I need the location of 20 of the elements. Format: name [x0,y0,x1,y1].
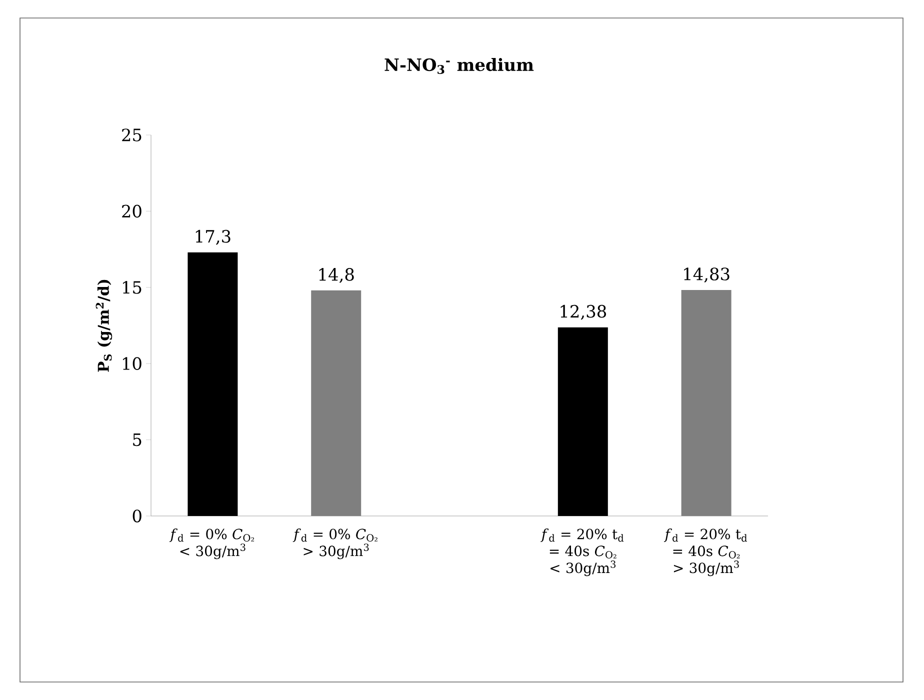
bar [188,252,238,516]
y-axis-title: P$_{S}$ (g/m$^{2}$/d) [96,280,112,372]
y-tick-label: 10 [123,357,142,370]
y-tick-label: 25 [122,128,142,142]
data-label: 12,38 [560,304,606,320]
data-label: 17,3 [196,230,230,245]
chart-title: N-NO$_{3}$$^{-}$ medium [384,58,534,74]
y-tick-label: 0 [132,510,142,522]
y-tick-label: 5 [133,433,142,446]
y-tick-label: 20 [122,204,142,218]
data-label: 14,83 [684,268,730,282]
x-tick-label: f$_{d}$ = 0% C$_{O₂}$ > 30g/m$^{3}$ [292,528,378,560]
y-tick-label: 15 [123,280,142,294]
category-label: f$_{d}$ = 20% t$_{d}$ = 40s C$_{O₂}$ > 30g/m$^{3}$ [664,528,748,576]
bar [558,327,608,516]
category-label: f$_{d}$ = 20% t$_{d}$ = 40s C$_{O₂}$ < 30g/m$^{3}$ [540,528,624,576]
bar [681,290,732,516]
bar [311,290,362,516]
data-label: 14,8 [319,268,354,283]
x-tick-label: f$_{d}$ = 0% C$_{O₂}$ < 30g/m$^{3}$ [169,528,254,560]
